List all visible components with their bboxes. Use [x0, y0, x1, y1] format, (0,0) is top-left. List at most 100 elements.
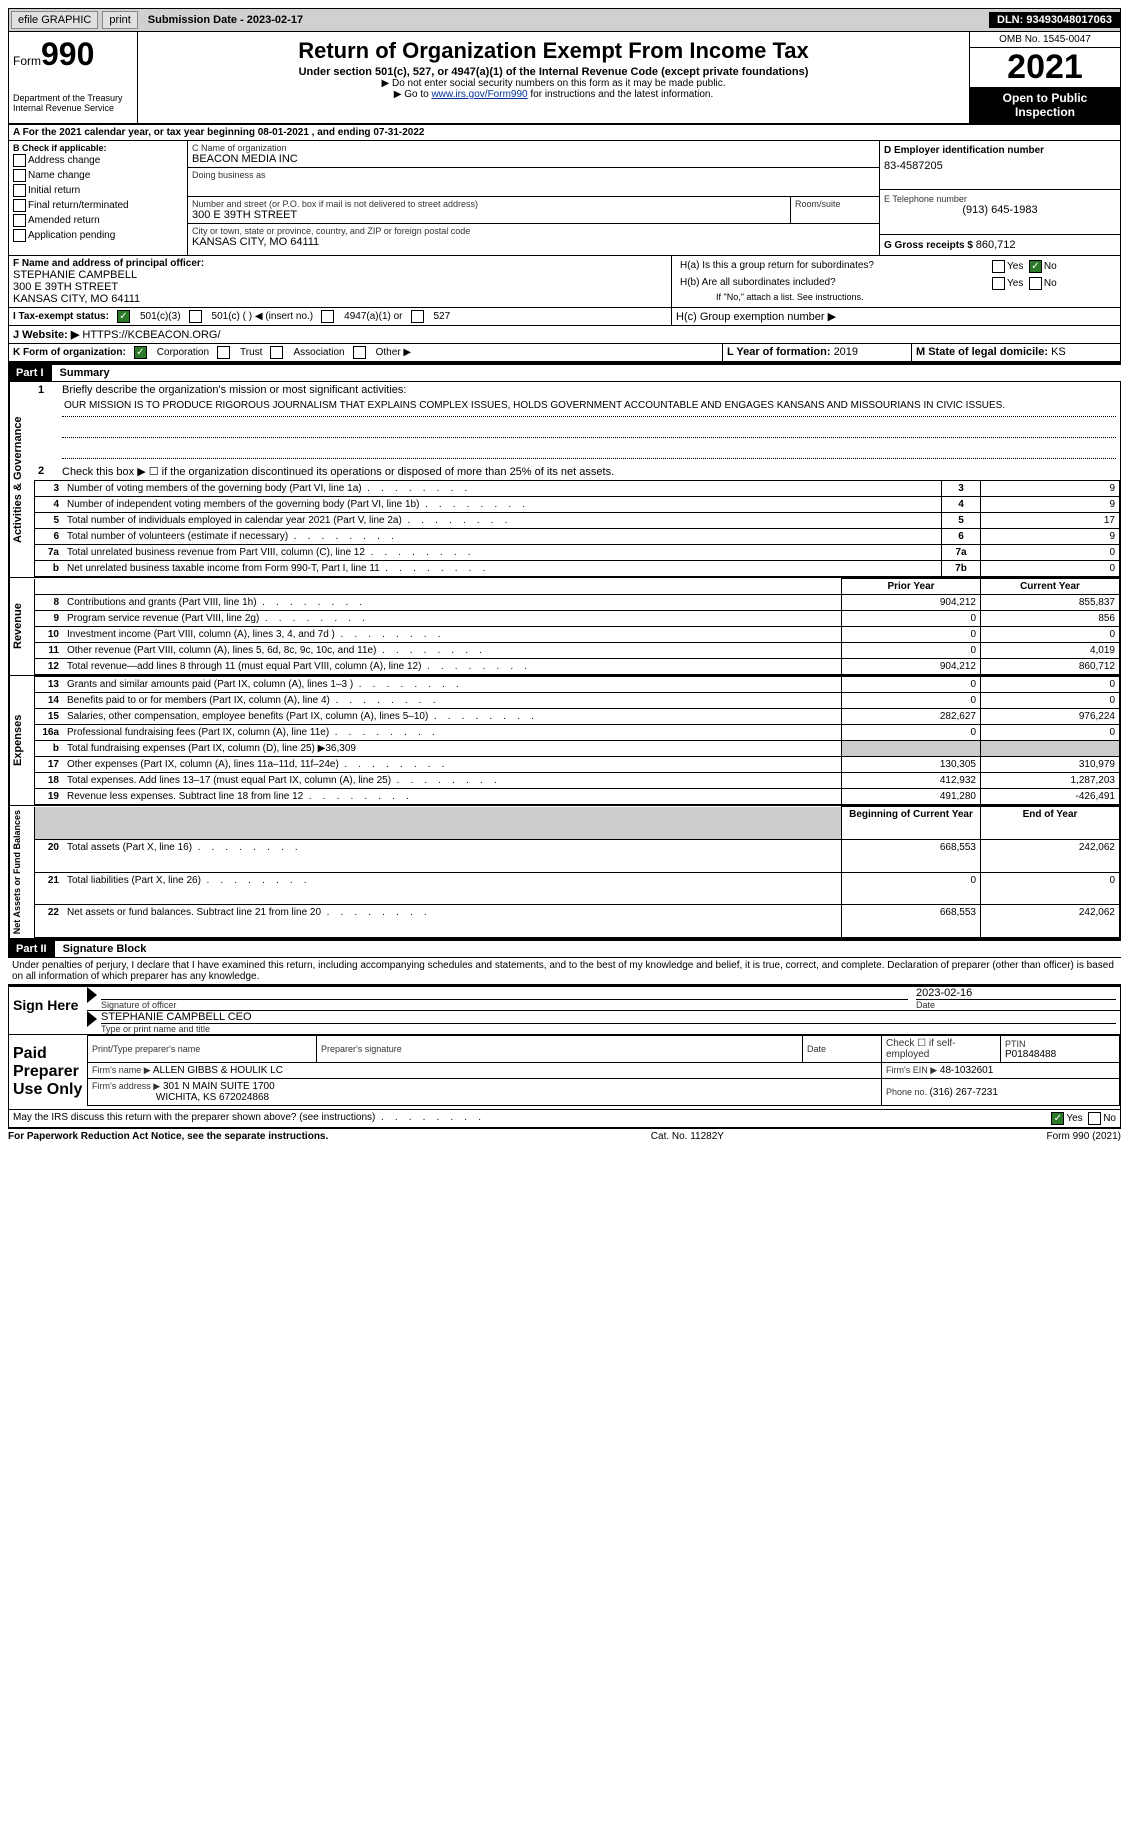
summary-table-exp: 13Grants and similar amounts paid (Part …: [34, 676, 1120, 805]
k-label: K Form of organization:: [13, 347, 126, 358]
hb-no[interactable]: [1029, 277, 1042, 290]
firm-phone-label: Phone no.: [886, 1087, 930, 1097]
footer-paperwork: For Paperwork Reduction Act Notice, see …: [8, 1131, 328, 1142]
i-label: I Tax-exempt status:: [13, 311, 109, 322]
table-row: 10Investment income (Part VIII, column (…: [35, 627, 1120, 643]
tax-year: 2021: [970, 48, 1120, 87]
table-header-row: Beginning of Current YearEnd of Year: [35, 807, 1120, 840]
summary-activities: Activities & Governance 1Briefly describ…: [8, 382, 1121, 578]
sign-here-block: Sign Here Signature of officer 2023-02-1…: [8, 985, 1121, 1035]
table-row: 22Net assets or fund balances. Subtract …: [35, 905, 1120, 938]
chk-trust[interactable]: [217, 346, 230, 359]
sig-officer-label: Signature of officer: [101, 999, 908, 1010]
part2-header: Part IISignature Block: [8, 939, 1121, 958]
discuss-yes[interactable]: [1051, 1112, 1064, 1125]
pp-self-employed[interactable]: Check ☐ if self-employed: [882, 1036, 1001, 1063]
table-row: 6Total number of volunteers (estimate if…: [35, 529, 1120, 545]
chk-501c[interactable]: [189, 310, 202, 323]
chk-initial-return[interactable]: Initial return: [13, 183, 183, 198]
hb-note: If "No," attach a list. See instructions…: [676, 292, 1116, 302]
f-label: F Name and address of principal officer:: [13, 258, 667, 269]
footer-catno: Cat. No. 11282Y: [651, 1131, 724, 1142]
sign-here-label: Sign Here: [9, 987, 87, 1034]
discuss-row: May the IRS discuss this return with the…: [8, 1110, 1121, 1128]
chk-final-return[interactable]: Final return/terminated: [13, 198, 183, 213]
hb-label: H(b) Are all subordinates included?: [676, 275, 988, 292]
pp-name-label: Print/Type preparer's name: [92, 1044, 312, 1054]
chk-amended-return[interactable]: Amended return: [13, 213, 183, 228]
efile-button[interactable]: efile GRAPHIC: [11, 11, 98, 29]
vert-activities: Activities & Governance: [9, 382, 34, 577]
chk-name-change[interactable]: Name change: [13, 168, 183, 183]
omb-number: OMB No. 1545-0047: [970, 32, 1120, 48]
type-name-label: Type or print name and title: [101, 1023, 1116, 1034]
submission-date: Submission Date - 2023-02-17: [140, 12, 311, 28]
state-domicile: KS: [1051, 346, 1066, 358]
addr-label: Number and street (or P.O. box if mail i…: [192, 199, 786, 209]
hb-yes[interactable]: [992, 277, 1005, 290]
page-footer: For Paperwork Reduction Act Notice, see …: [8, 1128, 1121, 1144]
m-label: M State of legal domicile:: [916, 346, 1051, 358]
ptin-value: P01848488: [1005, 1049, 1115, 1060]
vert-expenses: Expenses: [9, 676, 34, 805]
d-label: D Employer identification number: [884, 145, 1116, 156]
chk-corporation[interactable]: [134, 346, 147, 359]
discuss-label: May the IRS discuss this return with the…: [13, 1112, 1051, 1125]
form-title: Return of Organization Exempt From Incom…: [142, 38, 965, 64]
table-row: 19Revenue less expenses. Subtract line 1…: [35, 789, 1120, 805]
ha-yes[interactable]: [992, 260, 1005, 273]
gross-receipts: 860,712: [976, 239, 1016, 251]
paid-preparer-block: Paid Preparer Use Only Print/Type prepar…: [8, 1035, 1121, 1110]
firm-ein-label: Firm's EIN ▶: [886, 1065, 937, 1075]
l-label: L Year of formation:: [727, 346, 834, 358]
ha-no[interactable]: [1029, 260, 1042, 273]
street-address: 300 E 39TH STREET: [192, 209, 786, 221]
city-state-zip: KANSAS CITY, MO 64111: [192, 236, 875, 248]
firm-addr2: WICHITA, KS 672024868: [156, 1092, 269, 1103]
chk-association[interactable]: [270, 346, 283, 359]
b-label: B Check if applicable:: [13, 143, 183, 153]
summary-netassets: Net Assets or Fund Balances Beginning of…: [8, 806, 1121, 939]
vert-netassets: Net Assets or Fund Balances: [9, 806, 34, 938]
firm-phone: (316) 267-7231: [930, 1087, 998, 1098]
chk-4947[interactable]: [321, 310, 334, 323]
officer-addr2: KANSAS CITY, MO 64111: [13, 293, 667, 305]
form-header: Form990 Department of the Treasury Inter…: [8, 32, 1121, 125]
form-note-ssn: ▶ Do not enter social security numbers o…: [142, 78, 965, 89]
top-bar: efile GRAPHIC print Submission Date - 20…: [8, 8, 1121, 32]
year-formation: 2019: [834, 346, 858, 358]
sig-date: 2023-02-16: [916, 987, 1116, 999]
sig-date-label: Date: [916, 999, 1116, 1010]
table-row: 11Other revenue (Part VIII, column (A), …: [35, 643, 1120, 659]
table-row: 7aTotal unrelated business revenue from …: [35, 545, 1120, 561]
room-label: Room/suite: [795, 199, 875, 209]
form-subtitle: Under section 501(c), 527, or 4947(a)(1)…: [142, 66, 965, 78]
table-row: 3Number of voting members of the governi…: [35, 481, 1120, 497]
hc-label: H(c) Group exemption number ▶: [672, 308, 1120, 325]
section-klm: K Form of organization: Corporation Trus…: [8, 344, 1121, 363]
print-button[interactable]: print: [102, 11, 137, 29]
e-label: E Telephone number: [884, 194, 1116, 204]
table-header-row: Prior YearCurrent Year: [35, 579, 1120, 595]
irs-link[interactable]: www.irs.gov/Form990: [431, 89, 527, 100]
org-name: BEACON MEDIA INC: [192, 153, 875, 165]
chk-address-change[interactable]: Address change: [13, 153, 183, 168]
table-row: 9Program service revenue (Part VIII, lin…: [35, 611, 1120, 627]
summary-revenue: Revenue Prior YearCurrent Year8Contribut…: [8, 578, 1121, 676]
chk-527[interactable]: [411, 310, 424, 323]
form-word: Form: [13, 54, 41, 68]
dba-label: Doing business as: [192, 170, 875, 180]
discuss-no[interactable]: [1088, 1112, 1101, 1125]
line-a: A For the 2021 calendar year, or tax yea…: [8, 125, 1121, 141]
table-row: 4Number of independent voting members of…: [35, 497, 1120, 513]
firm-name-label: Firm's name ▶: [92, 1065, 151, 1075]
firm-name: ALLEN GIBBS & HOULIK LC: [153, 1065, 283, 1076]
table-row: bNet unrelated business taxable income f…: [35, 561, 1120, 577]
pp-date-label: Date: [807, 1044, 877, 1054]
chk-other[interactable]: [353, 346, 366, 359]
chk-application-pending[interactable]: Application pending: [13, 228, 183, 243]
ha-label: H(a) Is this a group return for subordin…: [676, 258, 988, 275]
chk-501c3[interactable]: [117, 310, 130, 323]
summary-expenses: Expenses 13Grants and similar amounts pa…: [8, 676, 1121, 806]
paid-preparer-label: Paid Preparer Use Only: [9, 1035, 87, 1109]
